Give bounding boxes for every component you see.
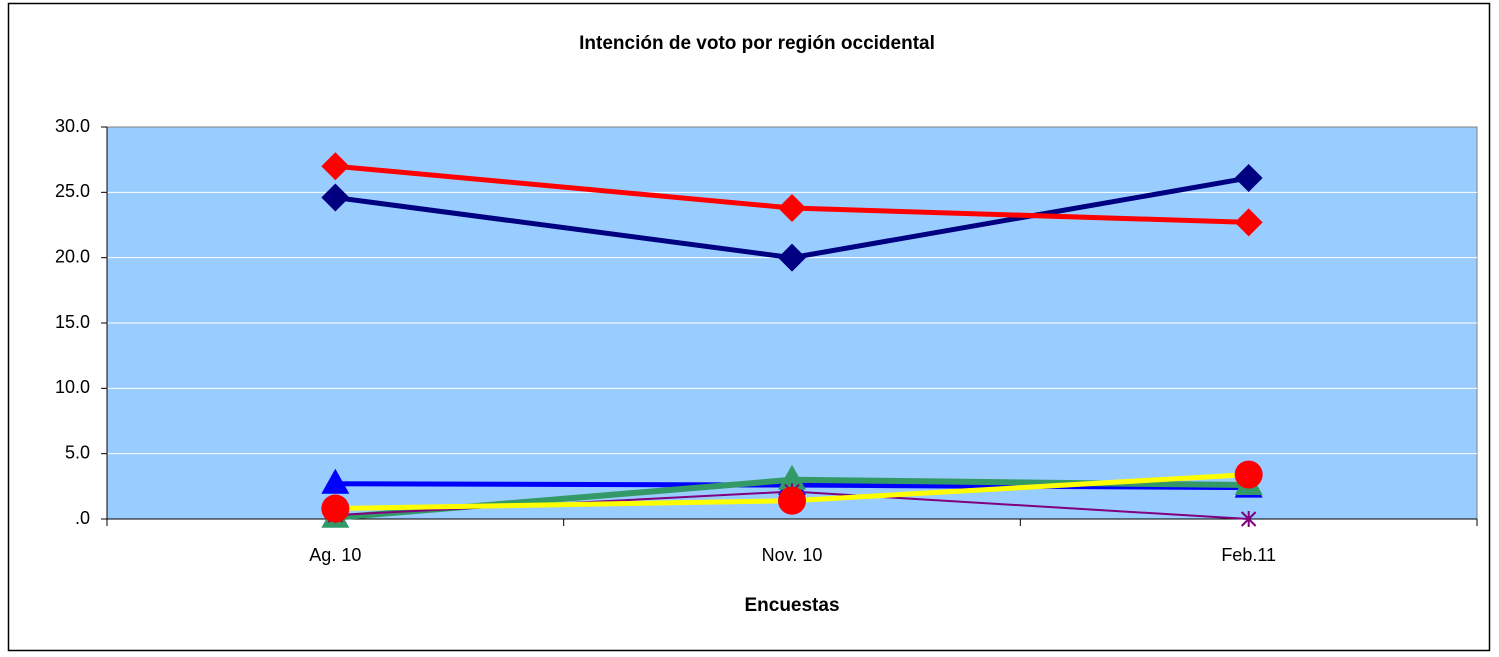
y-tick-label: 30.0: [55, 116, 90, 136]
chart-title: Intención de voto por región occidental: [579, 33, 935, 54]
marker: [321, 183, 350, 212]
marker: [778, 486, 806, 515]
marker: [321, 468, 350, 494]
marker: [321, 494, 350, 523]
y-tick-label: 20.0: [55, 246, 90, 266]
marker: [321, 152, 350, 181]
marker: [1234, 163, 1263, 192]
marker: [778, 243, 806, 272]
marker: [1240, 511, 1257, 527]
x-axis-title: Encuestas: [744, 595, 839, 616]
x-tick-label: Ag. 10: [309, 545, 361, 565]
x-tick-label: Feb.11: [1221, 545, 1276, 565]
marker: [1234, 460, 1263, 489]
y-tick-label: 15.0: [55, 312, 90, 332]
y-tick-label: 10.0: [55, 377, 90, 397]
marker: [1234, 208, 1263, 237]
y-tick-label: 25.0: [55, 181, 90, 201]
marker: [778, 194, 806, 223]
y-tick-label: 5.0: [65, 442, 90, 462]
marker: [778, 464, 806, 490]
y-tick-label: .0: [75, 508, 90, 528]
x-tick-label: Nov. 10: [762, 545, 823, 565]
